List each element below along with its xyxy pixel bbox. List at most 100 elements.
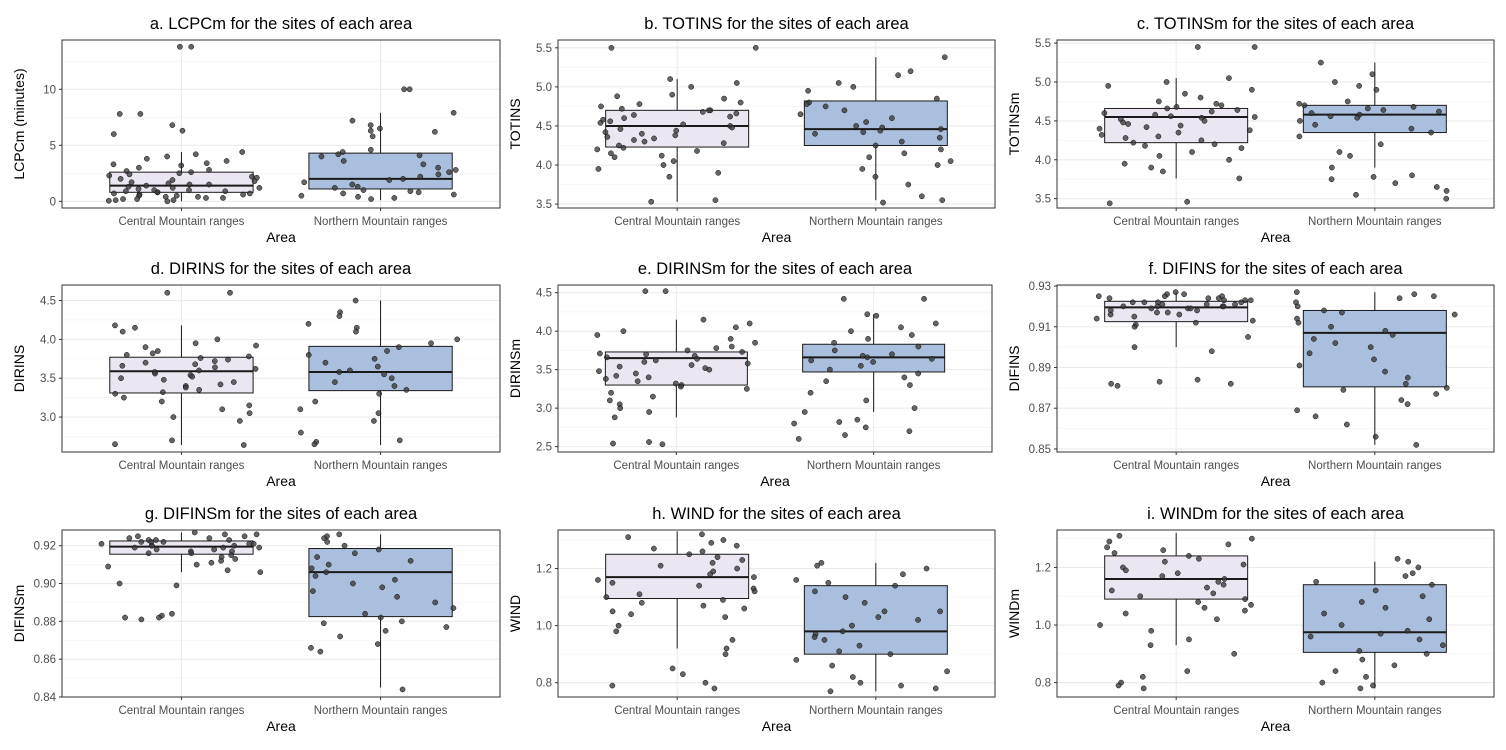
data-point [727,113,733,120]
y-tick-label: 4.0 [40,334,56,346]
data-point [110,131,117,137]
data-point [862,424,869,431]
data-point [1429,581,1435,588]
data-point [165,180,172,187]
data-point [1339,309,1345,316]
data-point [332,379,338,385]
data-point [312,573,319,579]
data-point [1295,319,1302,326]
data-point [454,336,461,343]
data-point [1247,297,1254,304]
data-point [119,328,126,335]
data-point [752,44,759,51]
data-point [135,186,142,192]
data-point [827,366,833,373]
data-point [169,177,176,183]
data-point [1402,573,1409,579]
data-point [323,569,330,576]
data-point [192,340,199,347]
data-point [1205,295,1212,302]
data-point [1319,679,1326,686]
y-tick-label: 3.0 [536,403,552,415]
data-point [699,109,706,115]
data-point [669,91,676,98]
data-point [1307,633,1314,640]
data-point [160,389,166,396]
data-point [1451,311,1458,318]
data-point [856,642,863,649]
chart-title: e. DIRINSm for the sites of each area [638,260,913,278]
data-point [1332,668,1339,674]
data-point [391,195,398,201]
x-axis-title: Area [762,718,792,734]
data-point [369,133,376,140]
data-point [854,416,861,423]
data-point [700,602,707,609]
data-point [616,363,623,370]
data-point [1221,297,1227,304]
data-point [223,158,230,164]
data-point [1220,303,1227,310]
data-point [812,130,818,137]
x-axis-title: Area [1261,229,1291,245]
data-point [1175,129,1182,136]
data-point [322,359,329,366]
data-point [170,197,177,204]
data-point [396,344,402,350]
data-point [132,324,138,331]
data-point [842,594,849,600]
data-point [1327,113,1334,120]
data-point [680,121,686,128]
data-point [848,328,854,335]
data-point [98,540,105,547]
data-point [164,198,171,205]
x-axis-title: Area [266,229,296,245]
data-point [1373,86,1380,93]
data-point [396,437,403,444]
data-point [613,372,620,379]
y-tick-label: 0.8 [1035,678,1051,690]
data-point [889,351,895,358]
data-point [401,86,407,93]
chart-title: d. DIRINS for the sites of each area [151,260,412,278]
data-point [312,398,319,405]
data-point [354,183,361,190]
data-point [841,107,848,114]
data-point [188,550,195,557]
y-tick-label: 1.2 [1035,562,1051,574]
data-point [699,548,706,555]
data-point [325,561,332,568]
y-tick-label: 5.0 [1035,77,1051,89]
data-point [374,363,381,370]
data-point [1409,172,1415,179]
data-point [320,620,327,627]
data-point [887,651,894,658]
data-point [609,608,616,615]
data-point [1215,295,1222,302]
data-point [1214,616,1220,623]
data-point [1245,334,1251,340]
data-point [1114,382,1121,389]
y-tick-label: 10 [43,84,56,96]
data-point [709,559,716,566]
data-point [705,107,712,114]
data-point [367,127,374,134]
data-point [349,181,356,188]
data-point [706,366,713,373]
data-point [938,146,944,153]
data-point [208,559,215,566]
data-point [793,657,800,663]
data-point [1220,581,1227,588]
data-point [203,160,210,167]
data-point [822,103,829,110]
data-point [662,288,669,295]
y-tick-label: 0.92 [34,541,56,553]
data-point [1163,79,1170,85]
data-point [398,618,405,625]
data-point [907,382,913,388]
data-point [240,442,247,448]
data-point [1310,336,1317,342]
data-point [651,545,657,552]
data-point [659,441,666,448]
data-point [932,320,939,327]
